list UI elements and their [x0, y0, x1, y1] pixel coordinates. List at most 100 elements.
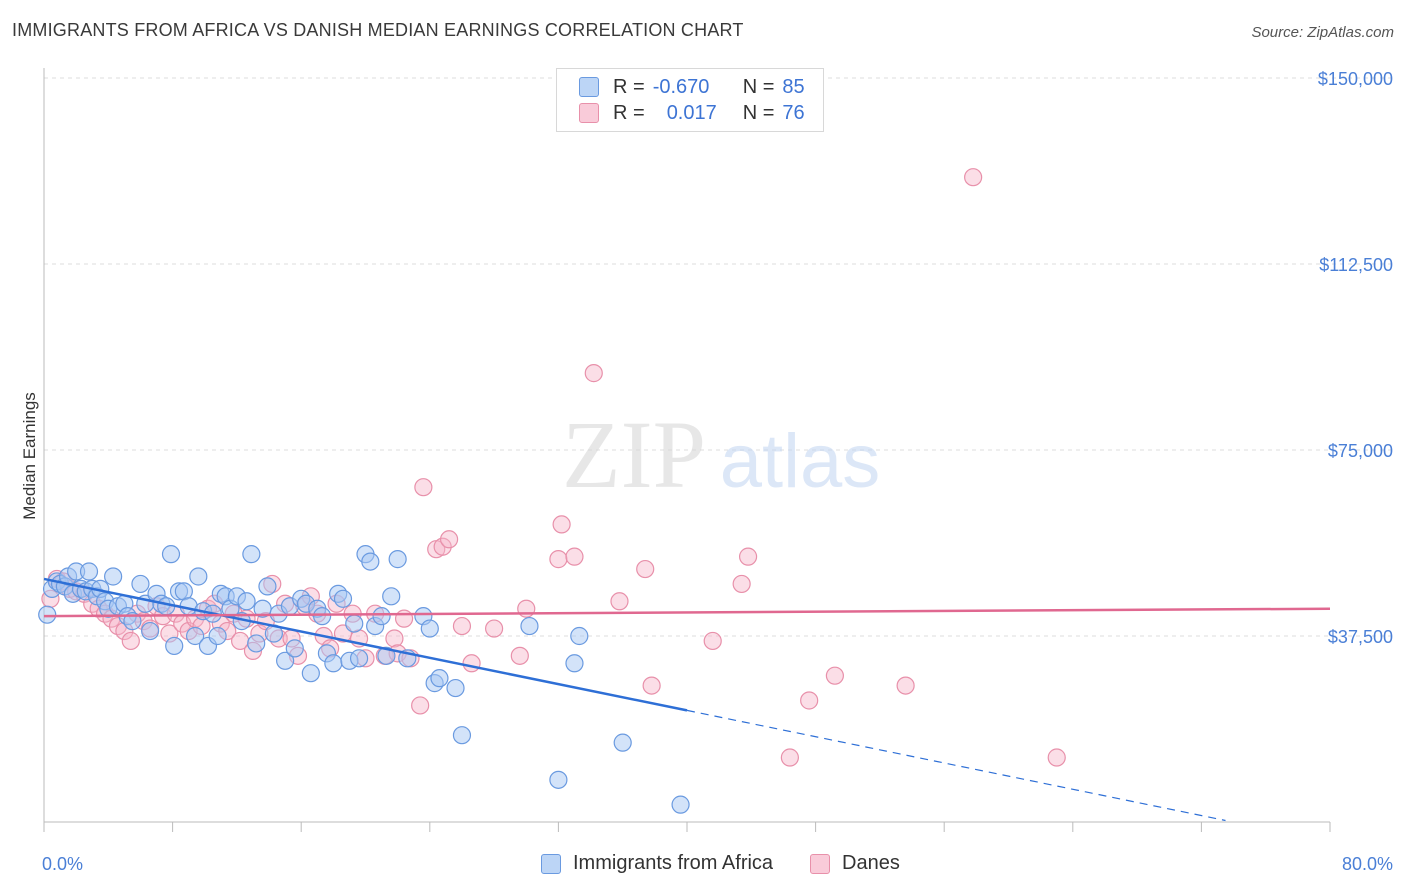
africa-point: [430, 669, 449, 688]
legend-label-africa: Immigrants from Africa: [573, 852, 774, 874]
africa-point: [140, 621, 160, 641]
legend-row-danes: R = 0.017 N = 76: [579, 100, 805, 126]
danes-point: [517, 599, 536, 618]
danes-point: [485, 619, 504, 638]
africa-point: [186, 626, 205, 646]
danes-point: [1047, 748, 1066, 767]
trend-lines: [43, 577, 1331, 822]
africa-point: [312, 607, 332, 626]
africa-point: [613, 733, 632, 752]
danes-point: [385, 629, 404, 648]
africa-point: [377, 646, 396, 665]
africa-point: [104, 567, 123, 586]
africa-point: [446, 678, 465, 698]
danes-point: [411, 696, 430, 715]
legend-swatch-pink: [810, 853, 830, 874]
danes-trend-line: [43, 607, 1331, 618]
danes-point: [121, 631, 140, 651]
legend-item-danes: Danes: [810, 852, 900, 875]
correlation-legend: R = -0.670 N = 85 R = 0.017 N = 76: [556, 68, 824, 132]
africa-point: [361, 552, 380, 571]
watermark: ZIP atlas: [562, 401, 880, 508]
danes-point: [732, 574, 751, 594]
legend-n-label: N =: [742, 101, 775, 124]
danes-point: [394, 609, 414, 628]
danes-point: [452, 616, 472, 636]
danes-point: [636, 559, 655, 579]
series-legend: Immigrants from Africa Danes: [0, 852, 1406, 878]
africa-point: [258, 577, 277, 596]
africa-point: [333, 589, 353, 608]
danes-point: [584, 364, 603, 383]
axes: [43, 68, 1331, 832]
watermark-atlas: atlas: [720, 419, 881, 504]
africa-point: [570, 626, 589, 646]
danes-point: [642, 676, 661, 695]
legend-r-value: -0.670: [652, 75, 710, 98]
y-tick-label: $150,000: [1318, 69, 1393, 89]
danes-points: [41, 168, 1066, 767]
africa-point: [237, 592, 256, 611]
africa-point: [420, 619, 439, 638]
africa-point: [247, 634, 266, 653]
watermark-zip: ZIP: [562, 401, 706, 508]
y-tick-label: $37,500: [1328, 627, 1393, 647]
legend-n-value: 76: [782, 101, 805, 124]
africa-point: [165, 636, 184, 656]
africa-point: [38, 605, 57, 624]
africa-point: [324, 654, 343, 673]
africa-point: [345, 614, 364, 633]
legend-r-label: R =: [613, 75, 645, 98]
danes-point: [800, 691, 819, 710]
africa-point: [131, 574, 150, 594]
danes-point: [610, 592, 629, 611]
x-tick-label: 0.0%: [42, 854, 83, 874]
danes-point: [896, 676, 915, 695]
source-label: Source: ZipAtlas.com: [1251, 24, 1394, 41]
africa-point: [349, 649, 369, 668]
legend-swatch-blue: [541, 853, 561, 874]
danes-point: [964, 168, 983, 187]
legend-item-africa: Immigrants from Africa: [541, 852, 773, 875]
africa-point: [565, 654, 584, 673]
danes-point: [433, 537, 452, 556]
y-tick-label: $112,500: [1319, 255, 1393, 275]
africa-trend-extension: [686, 709, 1226, 822]
danes-point: [738, 547, 758, 566]
africa-point: [301, 664, 320, 683]
danes-point: [462, 654, 481, 673]
africa-point: [388, 550, 407, 569]
africa-point: [242, 545, 261, 564]
danes-point: [414, 478, 433, 497]
africa-point: [208, 626, 227, 646]
legend-r-value: 0.017: [666, 101, 717, 124]
danes-point: [780, 748, 799, 767]
africa-trend-line: [43, 577, 688, 712]
legend-label-danes: Danes: [842, 852, 900, 874]
y-tick-label: $75,000: [1328, 441, 1393, 461]
africa-points: [38, 545, 690, 814]
africa-point: [382, 587, 401, 606]
legend-n-value: 85: [782, 75, 805, 98]
africa-point: [372, 607, 391, 626]
africa-point: [452, 726, 472, 745]
africa-point: [276, 651, 295, 670]
danes-point: [825, 666, 844, 685]
danes-point: [552, 515, 571, 534]
africa-point: [189, 567, 208, 586]
africa-point: [549, 770, 568, 789]
legend-swatch-blue: [579, 77, 599, 97]
africa-point: [161, 545, 181, 564]
chart-title: IMMIGRANTS FROM AFRICA VS DANISH MEDIAN …: [12, 20, 744, 40]
legend-n-label: N =: [742, 75, 775, 98]
tick-labels: $37,500 $75,000 $112,500 $150,000 0.0% 80.0%: [42, 69, 1393, 874]
x-tick-label: 80.0%: [1342, 854, 1393, 874]
africa-point: [79, 562, 99, 581]
legend-r-label: R =: [613, 101, 645, 124]
africa-point: [671, 795, 690, 814]
danes-point: [439, 530, 459, 549]
danes-point: [510, 646, 529, 665]
legend-row-africa: R = -0.670 N = 85: [579, 74, 805, 100]
danes-point: [565, 547, 584, 566]
legend-swatch-pink: [579, 103, 599, 123]
